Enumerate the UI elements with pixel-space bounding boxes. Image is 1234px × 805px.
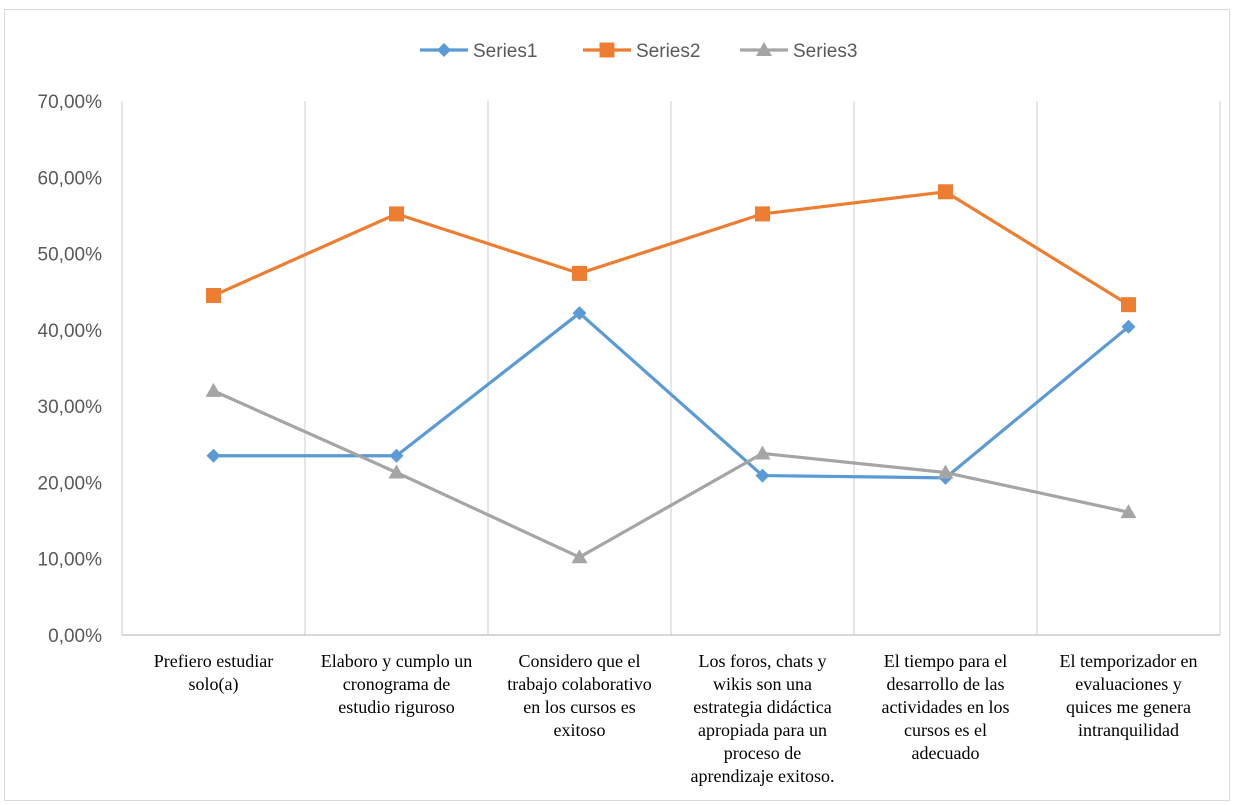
series3-point-5 [937,464,954,479]
x-tick-label-line: Considero que el [518,651,641,671]
x-tick-label-line: apropiada para un [698,720,827,740]
y-tick-label: 20,00% [38,473,103,494]
series3-point-4 [754,445,771,460]
x-tick-label-line: El tiempo para el [883,651,1008,671]
x-tick-label-line: actividades en los [881,697,1010,717]
series1-point-6 [1121,319,1136,334]
series-line-1 [213,311,1130,480]
x-tick-label-line: solo(a) [188,674,239,694]
x-tick-label-line: proceso de [723,743,802,763]
series1-point-4 [755,468,770,483]
series-line-2 [212,190,1130,307]
x-tick-label: Prefiero estudiar solo(a) [124,650,304,696]
series2-point-1 [206,288,221,304]
series2-point-4 [755,206,770,222]
legend-marker-1 [437,43,451,57]
x-tick-label-line: desarrollo de las [886,674,1005,694]
series2-point-3 [572,265,587,281]
legend-marker-3 [756,42,772,56]
x-tick-label: El tiempo para el desarrollo de las activi… [856,650,1036,765]
x-tick-label-line: cursos es el [904,720,987,740]
x-tick-label-line: El temporizador en [1059,651,1198,671]
x-tick-label: Los foros, chats y wikis son una estrategi… [673,650,853,788]
y-tick-label: 30,00% [38,397,103,418]
y-tick-label: 70,00% [38,92,103,113]
legend-marker-2 [599,42,615,58]
y-tick-label: 50,00% [38,245,103,266]
series1-point-3 [572,306,587,321]
x-tick-label-line: evaluaciones y [1075,674,1182,694]
legend-label-2: Series2 [636,41,700,62]
series3-point-6 [1120,504,1137,519]
y-tick-label: 10,00% [38,550,103,571]
x-tick-label-line: exitoso [553,720,606,740]
x-tick-label-line: Prefiero estudiar [153,651,274,671]
y-tick-label: 0,00% [48,626,102,647]
chart-frame [4,9,1230,801]
legend-label-1: Series1 [473,41,537,62]
x-tick-label-line: Los foros, chats y [698,651,827,671]
x-tick-label-line: Elaboro y cumplo un [320,651,473,671]
x-tick-label: Considero que el trabajo colaborativo en l… [490,650,670,742]
series2-point-2 [389,206,404,222]
series1-point-2 [389,448,404,463]
x-tick-label-line: aprendizaje exitoso. [690,766,835,786]
series3-point-1 [205,382,222,397]
x-tick-label-line: trabajo colaborativo [507,674,652,694]
x-tick-label-line: intranquilidad [1078,720,1179,740]
y-tick-label: 60,00% [38,168,103,189]
series2-point-6 [1121,297,1136,313]
x-tick-label-line: estudio riguroso [338,697,455,717]
series3-point-2 [388,464,405,479]
series1-point-1 [206,448,221,463]
x-tick-label-line: estrategia didáctica [693,697,832,717]
x-tick-label: El temporizador en evaluaciones y quices m… [1039,650,1219,742]
x-tick-label-line: cronograma de [342,674,451,694]
series-line-3 [212,389,1129,559]
x-tick-label-line: quices me genera [1066,697,1191,717]
x-tick-label-line: adecuado [911,743,980,763]
x-tick-label-line: wikis son una [713,674,812,694]
legend-label-3: Series3 [793,41,857,62]
x-tick-label-line: en los cursos es [523,697,636,717]
x-tick-label: Elaboro y cumplo un cronograma de estudio … [307,650,487,719]
series3-point-3 [571,549,588,564]
series2-point-5 [938,184,953,200]
y-tick-label: 40,00% [38,321,103,342]
